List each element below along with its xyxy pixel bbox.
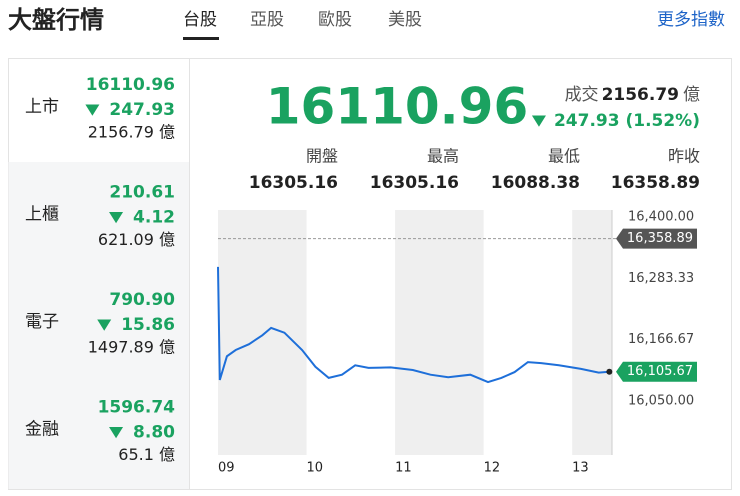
time-band <box>572 210 612 455</box>
stat-value: 16305.16 <box>249 173 338 193</box>
ref-label-box <box>616 361 697 382</box>
index-label[interactable]: 電子 <box>25 312 59 332</box>
index-volume: 621.09 億 <box>98 230 175 249</box>
stat-label: 開盤 <box>306 147 338 166</box>
down-arrow <box>531 115 546 127</box>
down-arrow <box>109 212 124 224</box>
index-change: 15.86 <box>121 315 175 335</box>
main-change: 247.93 (1.52%) <box>554 111 700 131</box>
last-point <box>606 368 613 375</box>
y-tick-label: 16,283.33 <box>628 271 694 286</box>
stat-label: 昨收 <box>668 147 700 166</box>
time-band <box>395 210 484 455</box>
price-line <box>217 266 610 384</box>
index-volume: 1497.89 億 <box>88 338 175 357</box>
x-tick-label: 13 <box>572 461 589 476</box>
index-price: 16110.96 <box>86 75 175 95</box>
index-change: 4.12 <box>133 208 175 228</box>
tab[interactable]: 亞股 <box>250 10 284 30</box>
stat-value: 16088.38 <box>491 173 580 193</box>
title: 大盤行情 <box>8 6 104 34</box>
y-tick-label: 16,050.00 <box>628 394 694 409</box>
ref-label-box <box>616 228 697 249</box>
y-tick-label: 16,166.67 <box>628 332 694 347</box>
volume-label: 成交 <box>565 85 599 105</box>
x-tick-label: 10 <box>307 461 324 476</box>
sidebar-bg <box>8 162 190 489</box>
index-label[interactable]: 上市 <box>25 97 59 117</box>
down-arrow <box>109 427 124 439</box>
index-price: 210.61 <box>109 183 175 203</box>
main-price: 16110.96 <box>266 78 529 136</box>
tab-underline <box>183 37 219 40</box>
tab[interactable]: 美股 <box>388 10 422 30</box>
index-price: 790.90 <box>109 290 175 310</box>
x-tick-label: 12 <box>484 461 501 476</box>
x-tick-label: 11 <box>395 461 412 476</box>
index-volume: 65.1 億 <box>118 445 175 464</box>
index-price: 1596.74 <box>98 398 176 418</box>
index-volume: 2156.79 億 <box>88 123 175 142</box>
index-label[interactable]: 金融 <box>25 420 59 440</box>
ref-label: 16,105.67 <box>627 364 693 379</box>
down-arrow <box>85 104 100 116</box>
down-arrow <box>97 319 112 331</box>
index-change: 8.80 <box>133 423 175 443</box>
index-label[interactable]: 上櫃 <box>25 205 59 225</box>
time-band <box>218 210 307 455</box>
stat-value: 16305.16 <box>370 173 459 193</box>
stat-value: 16358.89 <box>611 173 700 193</box>
tab[interactable]: 歐股 <box>318 10 352 30</box>
main-volume: 2156.79 <box>602 85 679 105</box>
volume-unit: 億 <box>683 85 700 105</box>
ref-label: 16,358.89 <box>627 231 693 246</box>
index-change: 247.93 <box>109 100 175 120</box>
x-tick-label: 09 <box>218 461 235 476</box>
more-link[interactable]: 更多指數 <box>657 10 725 30</box>
stat-label: 最低 <box>548 147 580 166</box>
tab[interactable]: 台股 <box>183 10 217 30</box>
y-tick-label: 16,400.00 <box>628 210 694 225</box>
stat-label: 最高 <box>427 147 459 166</box>
